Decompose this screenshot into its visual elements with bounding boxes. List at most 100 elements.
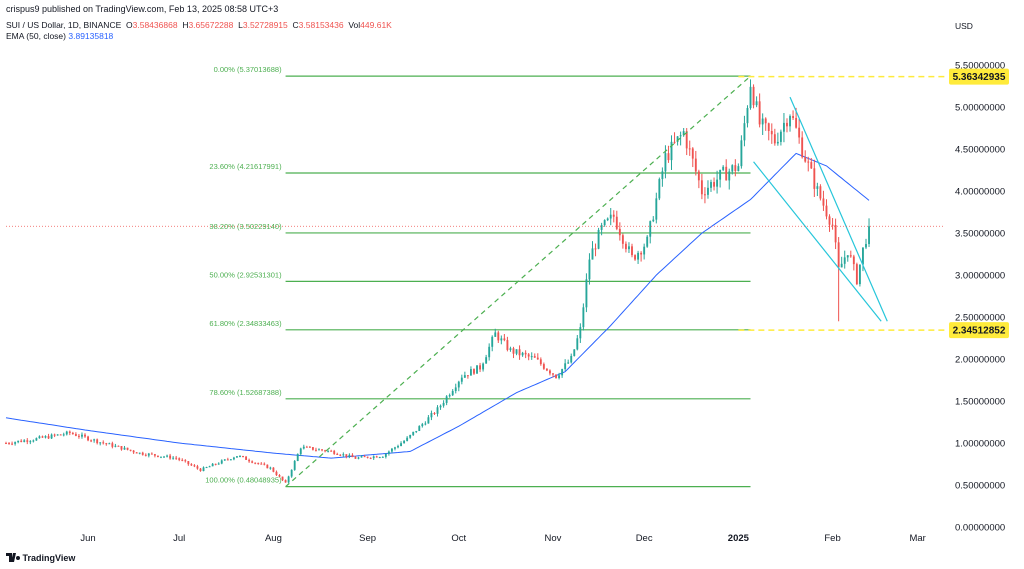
candle-body <box>220 460 223 464</box>
candle-body <box>172 457 175 459</box>
candle-body <box>868 226 870 245</box>
candle-body <box>862 247 864 265</box>
candle-body <box>640 252 643 255</box>
candle-body <box>23 440 26 442</box>
x-tick-label: 2025 <box>728 533 750 544</box>
candle-body <box>175 457 178 459</box>
candle-body <box>421 424 424 427</box>
ohlc-open: O3.58436868 <box>126 20 178 30</box>
candle-body <box>670 141 673 161</box>
candle-body <box>691 148 694 159</box>
candle-body <box>208 466 211 468</box>
candle-body <box>354 457 357 459</box>
candle-body <box>77 435 80 437</box>
candle-body <box>840 263 843 268</box>
candle-body <box>324 450 327 452</box>
candle-body <box>716 179 719 187</box>
candle-body <box>144 454 147 456</box>
candle-body <box>512 348 515 354</box>
tradingview-brand: TradingView <box>22 553 76 563</box>
candle-body <box>518 349 521 356</box>
candle-body <box>418 426 421 431</box>
symbol-name[interactable]: SUI / US Dollar, 1D, BINANCE <box>6 20 122 30</box>
candle-body <box>254 462 257 464</box>
candle-body <box>807 161 810 163</box>
candle-body <box>594 248 597 250</box>
candle-body <box>679 135 682 137</box>
candle-body <box>44 436 47 438</box>
candle-body <box>445 396 448 403</box>
candle-body <box>743 123 746 141</box>
candle-body <box>694 158 697 172</box>
candle-body <box>217 463 220 465</box>
candle-body <box>436 407 439 414</box>
candle-body <box>494 332 497 337</box>
candle-body <box>555 374 557 379</box>
candle-body <box>342 454 345 456</box>
candle-body <box>855 264 858 285</box>
candle-body <box>126 447 129 450</box>
candle-body <box>473 369 475 374</box>
candle-body <box>676 136 679 142</box>
candle-body <box>485 357 488 364</box>
candle-body <box>400 443 402 447</box>
candle-body <box>549 370 551 374</box>
candle-body <box>828 216 831 225</box>
candle-body <box>409 434 412 438</box>
candle-body <box>451 391 454 396</box>
candle-body <box>242 456 244 458</box>
candle-body <box>390 448 393 452</box>
candle-body <box>296 454 299 461</box>
candle-body <box>141 452 144 455</box>
candle-body <box>117 445 120 447</box>
candle-body <box>858 264 861 285</box>
candle-body <box>652 219 655 222</box>
candle-body <box>515 349 518 354</box>
chart-legend: SUI / US Dollar, 1D, BINANCE O3.58436868… <box>6 20 392 42</box>
candle-body <box>618 228 621 236</box>
candle-body <box>764 118 767 124</box>
candle-body <box>321 449 323 451</box>
candle-body <box>363 456 366 458</box>
candle-body <box>488 346 491 358</box>
candle-body <box>336 453 339 455</box>
ema-label[interactable]: EMA (50, close) <box>6 31 66 41</box>
candle-body <box>460 377 463 382</box>
candle-body <box>229 459 232 461</box>
wedge-line <box>789 96 888 322</box>
candle-body <box>41 436 44 438</box>
candle-body <box>105 443 108 445</box>
fib-level-label: 78.60% (1.52687388) <box>209 388 282 397</box>
candle-body <box>673 141 676 143</box>
candle-body <box>184 460 187 462</box>
x-tick-label: Feb <box>824 533 840 544</box>
candle-body <box>93 439 96 441</box>
candle-body <box>129 449 132 451</box>
candle-body <box>497 332 500 341</box>
ohlc-close: C3.58153436 <box>292 20 344 30</box>
candle-body <box>631 246 633 256</box>
candle-body <box>755 101 758 106</box>
x-tick-label: Nov <box>545 533 562 544</box>
candle-body <box>366 456 369 458</box>
candle-body <box>293 460 296 470</box>
candle-body <box>831 224 834 226</box>
candle-body <box>284 480 287 483</box>
candle-body <box>248 459 251 462</box>
candle-body <box>567 362 570 364</box>
candle-body <box>606 218 609 221</box>
price-badge <box>949 322 1009 339</box>
candle-body <box>245 456 248 460</box>
candle-body <box>463 375 466 378</box>
candle-body <box>214 463 217 465</box>
candle-body <box>348 454 351 457</box>
tradingview-footer[interactable]: TradingView <box>6 553 75 563</box>
candle-body <box>524 352 527 355</box>
y-tick-label: 3.50000000 <box>955 229 1005 240</box>
candle-body <box>372 456 375 459</box>
candle-body <box>700 180 703 195</box>
wedge-line <box>753 161 882 322</box>
candle-body <box>74 434 77 436</box>
candle-body <box>430 412 433 418</box>
